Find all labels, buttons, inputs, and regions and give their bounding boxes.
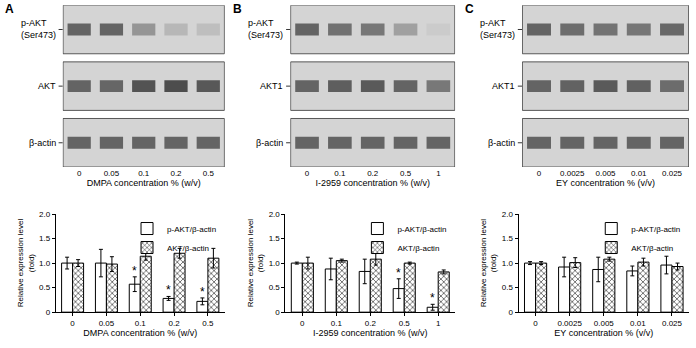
svg-text:2.0: 2.0	[502, 210, 514, 219]
svg-text:p-AKT/β-actin: p-AKT/β-actin	[167, 225, 216, 234]
svg-text:1: 1	[436, 169, 441, 178]
svg-text:0.5: 0.5	[39, 283, 51, 292]
svg-text:1.0: 1.0	[502, 259, 514, 268]
svg-text:0.01: 0.01	[631, 169, 647, 178]
svg-text:0.1: 0.1	[135, 319, 147, 328]
svg-text:0.5: 0.5	[400, 169, 412, 178]
svg-text:0: 0	[70, 319, 75, 328]
svg-text:Relative expression level(fold: Relative expression level(fold)	[246, 219, 265, 308]
svg-text:I-2959 concentration % (w/v): I-2959 concentration % (w/v)	[313, 328, 428, 338]
svg-text:DMPA concentration % (w/v): DMPA concentration % (w/v)	[83, 328, 197, 338]
svg-text:*: *	[396, 266, 401, 280]
svg-text:2.0: 2.0	[269, 210, 281, 219]
svg-text:1.5: 1.5	[502, 234, 514, 243]
svg-text:B: B	[233, 2, 242, 16]
svg-text:Relative expression level(fold: Relative expression level(fold)	[479, 219, 498, 308]
svg-text:0.1: 0.1	[334, 169, 346, 178]
svg-text:1: 1	[436, 319, 441, 328]
svg-text:p-AKT(Ser473): p-AKT(Ser473)	[21, 18, 56, 40]
svg-text:p-AKT(Ser473): p-AKT(Ser473)	[480, 18, 515, 40]
svg-text:0: 0	[508, 308, 513, 317]
svg-text:AKT1: AKT1	[260, 81, 283, 91]
svg-text:0.2: 0.2	[169, 319, 181, 328]
svg-text:0.2: 0.2	[367, 169, 379, 178]
svg-text:0: 0	[77, 169, 82, 178]
svg-text:EY concentration % (v/v): EY concentration % (v/v)	[556, 178, 655, 188]
svg-text:2.0: 2.0	[39, 210, 51, 219]
svg-text:0.2: 0.2	[365, 319, 377, 328]
svg-text:0.1: 0.1	[331, 319, 343, 328]
svg-text:β-actin: β-actin	[488, 138, 515, 148]
svg-text:1.0: 1.0	[269, 259, 281, 268]
svg-text:0.025: 0.025	[662, 169, 683, 178]
svg-text:β-actin: β-actin	[256, 138, 283, 148]
svg-text:0.05: 0.05	[99, 319, 115, 328]
svg-text:0.0025: 0.0025	[557, 319, 582, 328]
svg-text:*: *	[430, 291, 435, 305]
svg-text:1.5: 1.5	[269, 234, 281, 243]
svg-text:0.2: 0.2	[170, 169, 182, 178]
svg-text:0.5: 0.5	[502, 283, 514, 292]
svg-text:0.01: 0.01	[630, 319, 646, 328]
svg-text:0: 0	[300, 319, 305, 328]
svg-text:DMPA concentration % (w/v): DMPA concentration % (w/v)	[87, 178, 201, 188]
svg-text:AKT/β-actin: AKT/β-actin	[397, 244, 439, 253]
svg-text:*: *	[132, 264, 137, 278]
svg-text:0.5: 0.5	[399, 319, 411, 328]
svg-text:0.1: 0.1	[138, 169, 150, 178]
svg-text:*: *	[166, 283, 171, 297]
svg-text:Relative expression level(fold: Relative expression level(fold)	[16, 219, 35, 308]
svg-text:0.5: 0.5	[202, 319, 214, 328]
svg-text:p-AKT/β-actin: p-AKT/β-actin	[397, 225, 446, 234]
svg-text:A: A	[5, 2, 14, 16]
svg-text:0: 0	[46, 308, 51, 317]
svg-text:0: 0	[275, 308, 280, 317]
svg-text:β-actin: β-actin	[29, 138, 56, 148]
svg-text:AKT: AKT	[38, 81, 56, 91]
svg-text:0.025: 0.025	[662, 319, 683, 328]
svg-text:p-AKT/β-actin: p-AKT/β-actin	[631, 225, 680, 234]
svg-text:1.5: 1.5	[39, 234, 51, 243]
svg-text:*: *	[200, 285, 205, 299]
svg-text:AKT/β-actin: AKT/β-actin	[167, 244, 209, 253]
svg-text:0.005: 0.005	[596, 169, 617, 178]
svg-text:AKT/β-actin: AKT/β-actin	[631, 244, 673, 253]
svg-text:0: 0	[305, 169, 310, 178]
svg-text:0: 0	[537, 169, 542, 178]
svg-text:p-AKT(Ser473): p-AKT(Ser473)	[248, 18, 283, 40]
svg-text:0.05: 0.05	[104, 169, 120, 178]
svg-text:EY concentration % (v/v): EY concentration % (v/v)	[554, 328, 653, 338]
svg-text:0.0025: 0.0025	[560, 169, 585, 178]
svg-text:AKT1: AKT1	[492, 81, 515, 91]
svg-text:C: C	[465, 2, 474, 16]
svg-text:0: 0	[533, 319, 538, 328]
svg-text:I-2959 concentration % (w/v): I-2959 concentration % (w/v)	[315, 178, 430, 188]
svg-text:1.0: 1.0	[39, 259, 51, 268]
svg-text:0.5: 0.5	[269, 283, 281, 292]
svg-text:0.5: 0.5	[203, 169, 215, 178]
svg-text:0.005: 0.005	[594, 319, 615, 328]
